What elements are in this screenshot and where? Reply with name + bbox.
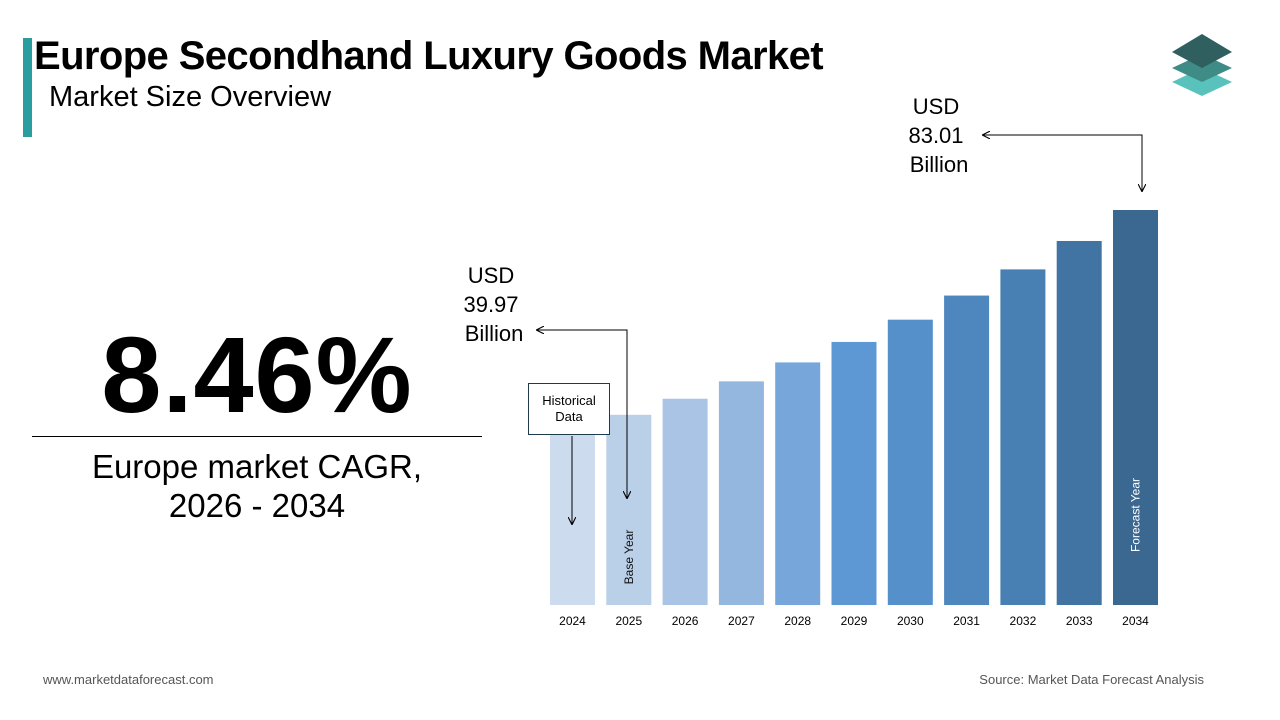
end-callout-connector xyxy=(983,135,1142,191)
cagr-label-line1: Europe market CAGR, xyxy=(91,448,423,485)
brand-logo-icon xyxy=(1172,34,1232,96)
bar-2034 xyxy=(1113,210,1158,605)
logo-layer-top xyxy=(1172,34,1232,68)
x-tick-2031: 2031 xyxy=(953,614,980,628)
kpi-divider xyxy=(32,436,482,437)
page-title: Europe Secondhand Luxury Goods Market xyxy=(34,34,824,78)
title-accent-bar xyxy=(23,38,32,137)
cagr-label-line2: 2026 - 2034 xyxy=(168,487,346,524)
start-callout-connector xyxy=(537,330,627,498)
bar-label-2025: Base Year xyxy=(622,530,636,585)
bar-2032 xyxy=(1000,269,1046,605)
x-tick-2032: 2032 xyxy=(1010,614,1037,628)
bar-label-2034: Forecast Year xyxy=(1129,478,1143,552)
x-tick-2028: 2028 xyxy=(784,614,811,628)
bar-2026 xyxy=(662,398,708,605)
source-note: Source: Market Data Forecast Analysis xyxy=(979,672,1204,687)
x-tick-2024: 2024 xyxy=(559,614,586,628)
bar-2033 xyxy=(1056,240,1102,605)
start-value-callout: USD 39.97 Billion xyxy=(463,263,524,346)
bar-2031 xyxy=(944,295,990,605)
bar-2028 xyxy=(775,362,821,605)
cagr-value: 8.46% xyxy=(101,314,413,435)
bar-2027 xyxy=(718,381,764,605)
x-tick-2027: 2027 xyxy=(728,614,755,628)
x-tick-2029: 2029 xyxy=(841,614,868,628)
x-tick-2026: 2026 xyxy=(672,614,699,628)
x-tick-2034: 2034 xyxy=(1122,614,1149,628)
historical-data-box: Historical Data xyxy=(528,383,610,435)
page-subtitle: Market Size Overview xyxy=(49,81,332,113)
x-tick-2025: 2025 xyxy=(615,614,642,628)
x-tick-2030: 2030 xyxy=(897,614,924,628)
cagr-label: Europe market CAGR, 2026 - 2034 xyxy=(32,447,482,525)
x-tick-2033: 2033 xyxy=(1066,614,1093,628)
website-url[interactable]: www.marketdataforecast.com xyxy=(43,672,214,687)
end-value-callout: USD 83.01 Billion xyxy=(908,94,969,177)
bar-2029 xyxy=(831,341,877,605)
bar-2030 xyxy=(887,319,933,605)
